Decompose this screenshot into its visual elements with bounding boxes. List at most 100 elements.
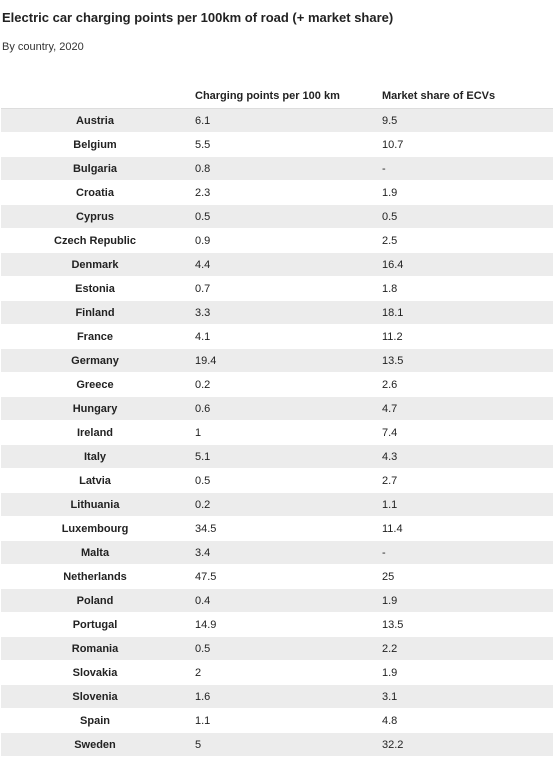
table-row: Bulgaria 0.8- bbox=[1, 156, 553, 181]
table-row: Slovakia 2 1.9 bbox=[1, 660, 553, 685]
market-share-cell: 7.4 bbox=[376, 420, 553, 445]
table-row: Portugal 14.9 13.5 bbox=[1, 612, 553, 637]
market-share-cell: 11.4 bbox=[376, 516, 553, 541]
charging-points-cell: 2 bbox=[189, 660, 376, 685]
chart-title: Electric car charging points per 100km o… bbox=[2, 10, 394, 25]
table-row: Netherlands 47.5 25 bbox=[1, 564, 553, 589]
table-row: Belgium 5.5 10.7 bbox=[1, 132, 553, 157]
market-share-cell: 13.5 bbox=[376, 348, 553, 373]
country-cell: Portugal bbox=[1, 612, 189, 637]
market-share-cell: - bbox=[376, 540, 553, 565]
data-table: Charging points per 100 km Market share … bbox=[1, 84, 553, 757]
charging-points-cell: 14.9 bbox=[189, 612, 376, 637]
charging-points-cell: 1.6 bbox=[189, 684, 376, 709]
charging-points-cell: 19.4 bbox=[189, 348, 376, 373]
charging-points-cell: 3.4 bbox=[189, 540, 376, 565]
country-cell: Slovakia bbox=[1, 660, 189, 685]
charging-points-cell: 5.5 bbox=[189, 132, 376, 157]
market-share-cell: 2.5 bbox=[376, 228, 553, 253]
charging-points-cell: 34.5 bbox=[189, 516, 376, 541]
market-share-cell: 1.1 bbox=[376, 492, 553, 517]
market-share-cell: 1.8 bbox=[376, 276, 553, 301]
country-cell: Spain bbox=[1, 708, 189, 733]
market-share-cell: 4.7 bbox=[376, 396, 553, 421]
table-row: Finland 3.3 18.1 bbox=[1, 300, 553, 325]
header-market-share: Market share of ECVs bbox=[382, 90, 496, 102]
country-cell: Latvia bbox=[1, 468, 189, 493]
market-share-cell: 9.5 bbox=[376, 108, 553, 133]
charging-points-cell: 0.7 bbox=[189, 276, 376, 301]
country-cell: Finland bbox=[1, 300, 189, 325]
table-row: Croatia 2.3 1.9 bbox=[1, 180, 553, 205]
market-share-cell: - bbox=[376, 156, 553, 181]
market-share-cell: 1.9 bbox=[376, 660, 553, 685]
charging-points-cell: 0.4 bbox=[189, 588, 376, 613]
table-row: Spain 1.1 4.8 bbox=[1, 708, 553, 733]
charging-points-cell: 0.5 bbox=[189, 636, 376, 661]
country-cell: Germany bbox=[1, 348, 189, 373]
country-cell: Cyprus bbox=[1, 204, 189, 229]
country-cell: Sweden bbox=[1, 732, 189, 757]
country-cell: Ireland bbox=[1, 420, 189, 445]
country-cell: Luxembourg bbox=[1, 516, 189, 541]
table-header-row: Charging points per 100 km Market share … bbox=[1, 84, 553, 109]
market-share-cell: 1.9 bbox=[376, 180, 553, 205]
chart-subtitle: By country, 2020 bbox=[2, 41, 84, 53]
table-row: Greece 0.2 2.6 bbox=[1, 372, 553, 397]
market-share-cell: 13.5 bbox=[376, 612, 553, 637]
country-cell: France bbox=[1, 324, 189, 349]
market-share-cell: 11.2 bbox=[376, 324, 553, 349]
country-cell: Croatia bbox=[1, 180, 189, 205]
charging-points-cell: 0.5 bbox=[189, 468, 376, 493]
charging-points-cell: 0.2 bbox=[189, 372, 376, 397]
market-share-cell: 10.7 bbox=[376, 132, 553, 157]
table-row: Luxembourg 34.5 11.4 bbox=[1, 516, 553, 541]
table-row: Austria 6.1 9.5 bbox=[1, 108, 553, 133]
country-cell: Netherlands bbox=[1, 564, 189, 589]
table-row: Poland 0.4 1.9 bbox=[1, 588, 553, 613]
market-share-cell: 18.1 bbox=[376, 300, 553, 325]
table-body: Austria 6.1 9.5 Belgium 5.5 10.7 Bulgaria 0.8- C… bbox=[1, 108, 553, 757]
charging-points-cell: 6.1 bbox=[189, 108, 376, 133]
country-cell: Estonia bbox=[1, 276, 189, 301]
charging-points-cell: 0.8 bbox=[189, 156, 376, 181]
table-row: Germany 19.4 13.5 bbox=[1, 348, 553, 373]
table-row: Sweden 5 32.2 bbox=[1, 732, 553, 757]
country-cell: Lithuania bbox=[1, 492, 189, 517]
charging-points-cell: 5.1 bbox=[189, 444, 376, 469]
country-cell: Belgium bbox=[1, 132, 189, 157]
market-share-cell: 0.5 bbox=[376, 204, 553, 229]
country-cell: Italy bbox=[1, 444, 189, 469]
country-cell: Austria bbox=[1, 108, 189, 133]
country-cell: Hungary bbox=[1, 396, 189, 421]
charging-points-cell: 5 bbox=[189, 732, 376, 757]
charging-points-cell: 0.6 bbox=[189, 396, 376, 421]
table-row: Slovenia 1.6 3.1 bbox=[1, 684, 553, 709]
table-row: Lithuania 0.2 1.1 bbox=[1, 492, 553, 517]
header-country bbox=[1, 84, 189, 109]
charging-points-cell: 47.5 bbox=[189, 564, 376, 589]
market-share-cell: 4.3 bbox=[376, 444, 553, 469]
country-cell: Greece bbox=[1, 372, 189, 397]
charging-points-cell: 4.1 bbox=[189, 324, 376, 349]
market-share-cell: 3.1 bbox=[376, 684, 553, 709]
header-charging-points: Charging points per 100 km bbox=[195, 90, 340, 102]
charging-points-cell: 2.3 bbox=[189, 180, 376, 205]
market-share-cell: 32.2 bbox=[376, 732, 553, 757]
table-row: Hungary 0.6 4.7 bbox=[1, 396, 553, 421]
charging-points-cell: 1.1 bbox=[189, 708, 376, 733]
market-share-cell: 2.2 bbox=[376, 636, 553, 661]
table-row: Romania 0.5 2.2 bbox=[1, 636, 553, 661]
country-cell: Poland bbox=[1, 588, 189, 613]
country-cell: Malta bbox=[1, 540, 189, 565]
charging-points-cell: 0.2 bbox=[189, 492, 376, 517]
country-cell: Czech Republic bbox=[1, 228, 189, 253]
country-cell: Romania bbox=[1, 636, 189, 661]
charging-points-cell: 4.4 bbox=[189, 252, 376, 277]
charging-points-cell: 3.3 bbox=[189, 300, 376, 325]
table-row: France 4.1 11.2 bbox=[1, 324, 553, 349]
table-row: Estonia 0.7 1.8 bbox=[1, 276, 553, 301]
charging-points-cell: 0.5 bbox=[189, 204, 376, 229]
charging-points-cell: 0.9 bbox=[189, 228, 376, 253]
country-cell: Bulgaria bbox=[1, 156, 189, 181]
